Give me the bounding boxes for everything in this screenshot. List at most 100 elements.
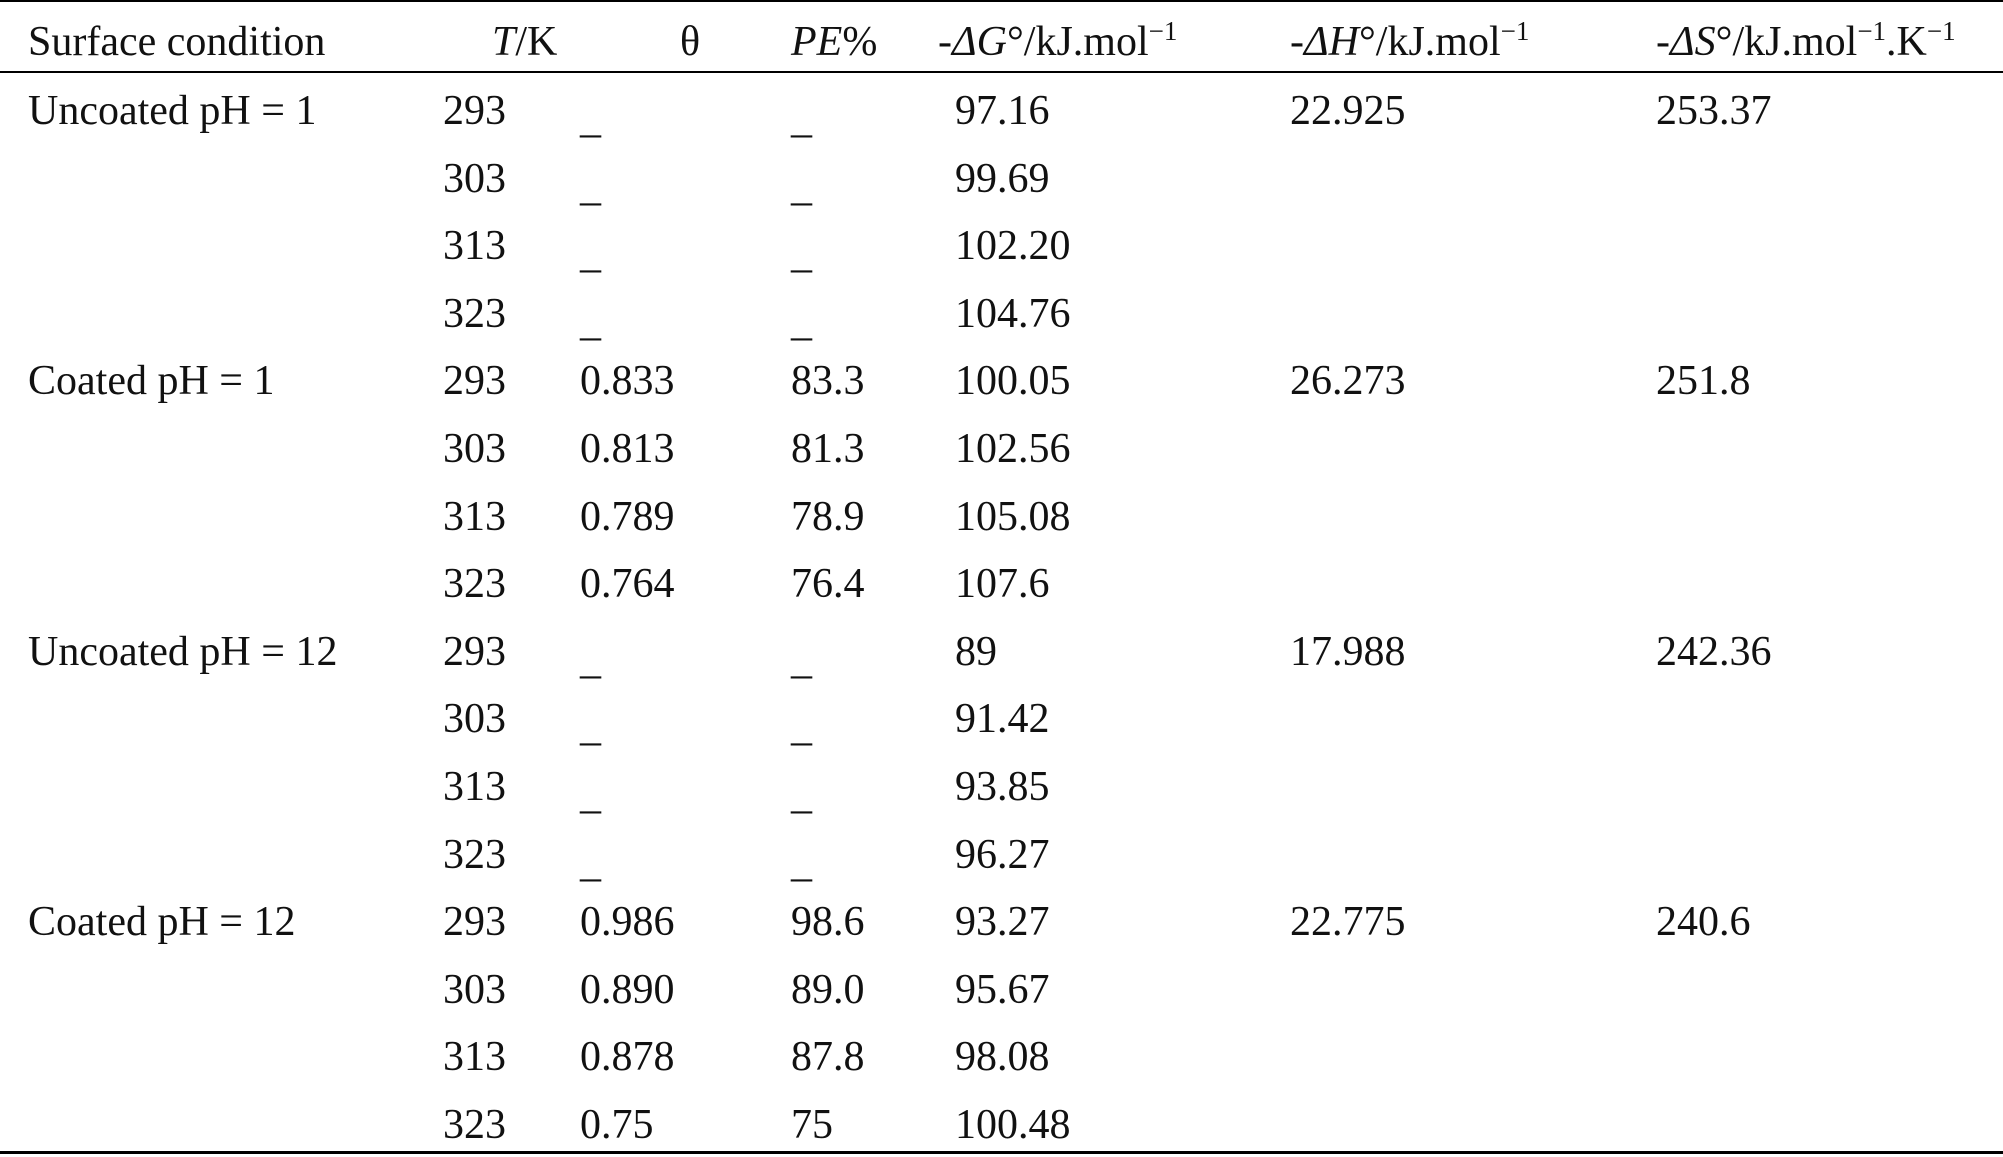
gibbs-energy: 102.56	[955, 426, 1071, 472]
bottom-rule	[0, 1151, 2003, 1154]
header-text: %	[842, 19, 878, 65]
gibbs-energy: 97.16	[955, 88, 1050, 134]
gibbs-energy: 95.67	[955, 966, 1050, 1013]
header-text: Surface condition	[28, 19, 326, 65]
header-text: PE	[791, 19, 843, 65]
header-text: -	[938, 19, 952, 65]
header-cell: -ΔH°/kJ.mol−1	[1290, 18, 1529, 65]
gibbs-energy: 99.69	[955, 155, 1050, 202]
protection-efficiency: _	[791, 772, 812, 818]
coverage: 0.813	[580, 426, 675, 472]
coverage: 0.789	[580, 493, 675, 540]
temperature: 313	[443, 764, 506, 810]
header-rule	[0, 71, 2003, 73]
entropy: 253.37	[1656, 88, 1772, 134]
temperature: 303	[443, 155, 506, 202]
header-text: θ	[680, 19, 701, 65]
coverage: 0.878	[580, 1034, 675, 1081]
enthalpy: 26.273	[1290, 358, 1406, 405]
protection-efficiency: _	[791, 231, 812, 278]
entropy: 242.36	[1656, 628, 1772, 675]
entropy: 240.6	[1656, 899, 1751, 946]
header-text: °/kJ.mol	[1358, 19, 1501, 65]
temperature: 323	[443, 831, 506, 878]
header-text: ΔS	[1670, 19, 1716, 65]
header-text: °/kJ.mol	[1715, 19, 1858, 65]
enthalpy: 22.925	[1290, 88, 1406, 134]
entropy: 251.8	[1656, 358, 1751, 405]
gibbs-energy: 96.27	[955, 831, 1050, 878]
header-text: T	[492, 19, 516, 65]
protection-efficiency: 83.3	[791, 358, 865, 405]
header-text: −1	[1857, 16, 1887, 46]
coverage: 0.890	[580, 966, 675, 1013]
coverage: _	[580, 163, 601, 210]
gibbs-energy: 105.08	[955, 493, 1071, 540]
header-cell: PE%	[791, 21, 877, 63]
top-rule	[0, 0, 2003, 2]
temperature: 303	[443, 426, 506, 472]
temperature: 303	[443, 966, 506, 1013]
header-cell: θ	[680, 21, 700, 63]
enthalpy: 22.775	[1290, 899, 1406, 946]
coverage: _	[580, 839, 601, 886]
header-cell: -ΔG°/kJ.mol−1	[938, 18, 1177, 65]
gibbs-energy: 91.42	[955, 696, 1050, 743]
protection-efficiency: _	[791, 839, 812, 886]
surface-condition: Coated pH = 12	[28, 899, 296, 946]
coverage: 0.75	[580, 1102, 654, 1148]
coverage: _	[580, 704, 601, 751]
header-text: ΔH	[1304, 19, 1359, 65]
gibbs-energy: 98.08	[955, 1034, 1050, 1081]
header-text: -	[1656, 19, 1670, 65]
protection-efficiency: _	[791, 704, 812, 751]
temperature: 293	[443, 88, 506, 134]
temperature: 293	[443, 358, 506, 405]
protection-efficiency: 98.6	[791, 899, 865, 946]
protection-efficiency: 81.3	[791, 426, 865, 472]
gibbs-energy: 107.6	[955, 561, 1050, 608]
header-text: -	[1290, 19, 1304, 65]
coverage: _	[580, 298, 601, 345]
protection-efficiency: _	[791, 298, 812, 345]
temperature: 293	[443, 899, 506, 946]
protection-efficiency: 87.8	[791, 1034, 865, 1081]
protection-efficiency: 89.0	[791, 966, 865, 1013]
protection-efficiency: 75	[791, 1102, 833, 1148]
temperature: 313	[443, 493, 506, 540]
coverage: _	[580, 231, 601, 278]
header-cell: Surface condition	[28, 21, 325, 63]
coverage: 0.833	[580, 358, 675, 405]
header-text: −1	[1926, 16, 1956, 46]
temperature: 323	[443, 1102, 506, 1148]
enthalpy: 17.988	[1290, 628, 1406, 675]
temperature: 323	[443, 561, 506, 608]
protection-efficiency: _	[791, 163, 812, 210]
coverage: 0.764	[580, 561, 675, 608]
coverage: _	[580, 636, 601, 683]
gibbs-energy: 93.27	[955, 899, 1050, 946]
header-cell: -ΔS°/kJ.mol−1.K−1	[1656, 18, 1956, 65]
header-cell: T/K	[492, 21, 557, 63]
header-text: −1	[1148, 16, 1178, 46]
header-text: ΔG	[952, 19, 1007, 65]
header-text: °/kJ.mol	[1006, 19, 1149, 65]
temperature: 303	[443, 696, 506, 743]
protection-efficiency: _	[791, 96, 812, 142]
protection-efficiency: 78.9	[791, 493, 865, 540]
header-text: −1	[1500, 16, 1530, 46]
header-text: .K	[1886, 19, 1927, 65]
surface-condition: Uncoated pH = 1	[28, 88, 317, 134]
gibbs-energy: 104.76	[955, 290, 1071, 337]
gibbs-energy: 93.85	[955, 764, 1050, 810]
temperature: 293	[443, 628, 506, 675]
temperature: 313	[443, 1034, 506, 1081]
temperature: 323	[443, 290, 506, 337]
coverage: _	[580, 96, 601, 142]
gibbs-energy: 100.48	[955, 1102, 1071, 1148]
protection-efficiency: 76.4	[791, 561, 865, 608]
protection-efficiency: _	[791, 636, 812, 683]
gibbs-energy: 89	[955, 628, 997, 675]
gibbs-energy: 100.05	[955, 358, 1071, 405]
